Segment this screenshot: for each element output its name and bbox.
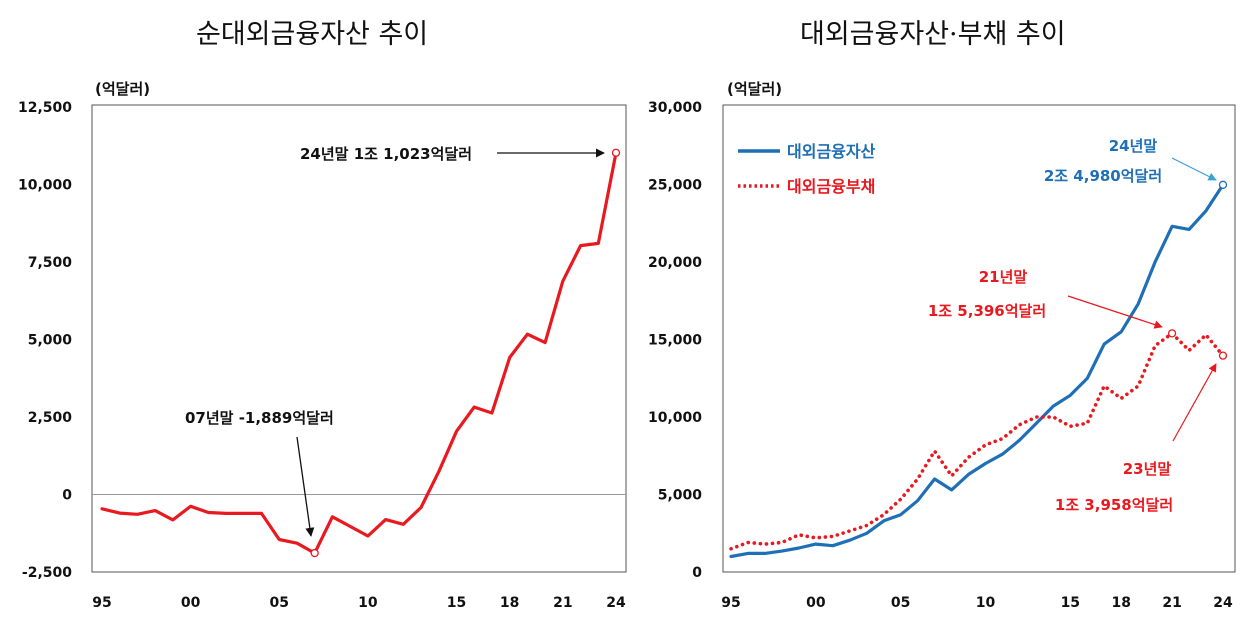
right-annotation-2023-line2: 1조 3,958억달러 (1055, 496, 1173, 514)
right-y-tick-label: 0 (692, 565, 702, 581)
left-series-line-0 (100, 151, 618, 555)
right-y-tick-label: 25,000 (648, 178, 702, 194)
right-x-tick-label: 24 (1213, 595, 1233, 611)
right-annotation-2021-arrow (1067, 295, 1163, 329)
left-chart-title: 순대외금융자산 추이 (196, 19, 429, 50)
left-unit-label: (억달러) (95, 80, 150, 98)
left-x-tick-label: 24 (606, 595, 626, 611)
right-y-tick-label: 5,000 (658, 488, 703, 504)
net-external-assets-chart: (억달러) 12,500 10,000 7,500 5,000 2,500 0 -2,500… (18, 80, 627, 611)
left-y-tick-label: 0 (62, 488, 72, 504)
left-x-tick-label: 21 (553, 595, 572, 611)
left-x-tick-label: 00 (181, 595, 201, 611)
left-plot-frame (91, 104, 627, 573)
right-x-tick-label: 05 (891, 595, 910, 611)
left-y-tick-label: 5,000 (28, 333, 73, 349)
right-annotation-2021-line1: 21년말 (979, 268, 1028, 286)
left-y-tick-label: 7,500 (28, 255, 73, 271)
external-assets-liabilities-chart: (억달러) 30,000 25,000 20,000 15,000 10,000 5,00… (648, 80, 1236, 611)
right-annotation-2021-line2: 1조 5,396억달러 (928, 302, 1046, 320)
right-y-tick-label: 15,000 (648, 333, 702, 349)
left-x-tick-label: 15 (447, 595, 466, 611)
right-y-tick-label: 10,000 (648, 410, 702, 426)
left-annotation-2007: 07년말 -1,889억달러 (185, 409, 334, 427)
left-x-tick-label: 10 (358, 595, 378, 611)
left-y-tick-label: 12,500 (18, 100, 72, 116)
right-point-marker (1218, 351, 1228, 360)
right-x-tick-label: 00 (806, 595, 826, 611)
left-annotation-2007-arrow (296, 436, 315, 537)
legend-liabilities-label: 대외금융부채 (787, 177, 875, 196)
left-x-tick-label: 18 (500, 595, 519, 611)
right-annotation-2024-line1: 24년말 (1109, 137, 1158, 155)
right-point-marker (1218, 180, 1228, 189)
legend-assets-label: 대외금융자산 (787, 142, 876, 161)
left-y-tick-label: 10,000 (18, 178, 72, 194)
right-series-line-1 (729, 331, 1225, 551)
right-y-tick-label: 20,000 (648, 255, 702, 271)
left-point-marker (310, 548, 319, 558)
right-annotation-2023-arrow (1172, 363, 1217, 442)
right-x-tick-label: 21 (1162, 595, 1181, 611)
left-point-marker (611, 148, 621, 157)
right-annotation-2023-line1: 23년말 (1123, 460, 1172, 478)
right-annotation-2024-arrow (1171, 157, 1217, 181)
right-annotation-2024-line2: 2조 4,980억달러 (1044, 167, 1162, 185)
right-chart-title: 대외금융자산·부채 추이 (800, 19, 1066, 50)
left-x-tick-label: 05 (269, 595, 288, 611)
right-plot-frame (722, 104, 1236, 573)
right-legend: 대외금융자산 대외금융부채 (738, 142, 876, 196)
right-x-tick-label: 18 (1111, 595, 1130, 611)
left-annotation-2024: 24년말 1조 1,023억달러 (300, 145, 472, 163)
right-y-tick-label: 30,000 (648, 100, 702, 116)
right-point-marker (1167, 329, 1177, 338)
left-y-tick-label: 2,500 (28, 410, 73, 426)
left-y-tick-label: -2,500 (22, 565, 72, 581)
right-x-tick-label: 15 (1061, 595, 1080, 611)
right-series-line-0 (729, 183, 1225, 559)
left-x-tick-label: 95 (92, 595, 111, 611)
right-unit-label: (억달러) (727, 80, 782, 98)
right-x-tick-label: 10 (976, 595, 996, 611)
right-x-tick-label: 95 (721, 595, 740, 611)
